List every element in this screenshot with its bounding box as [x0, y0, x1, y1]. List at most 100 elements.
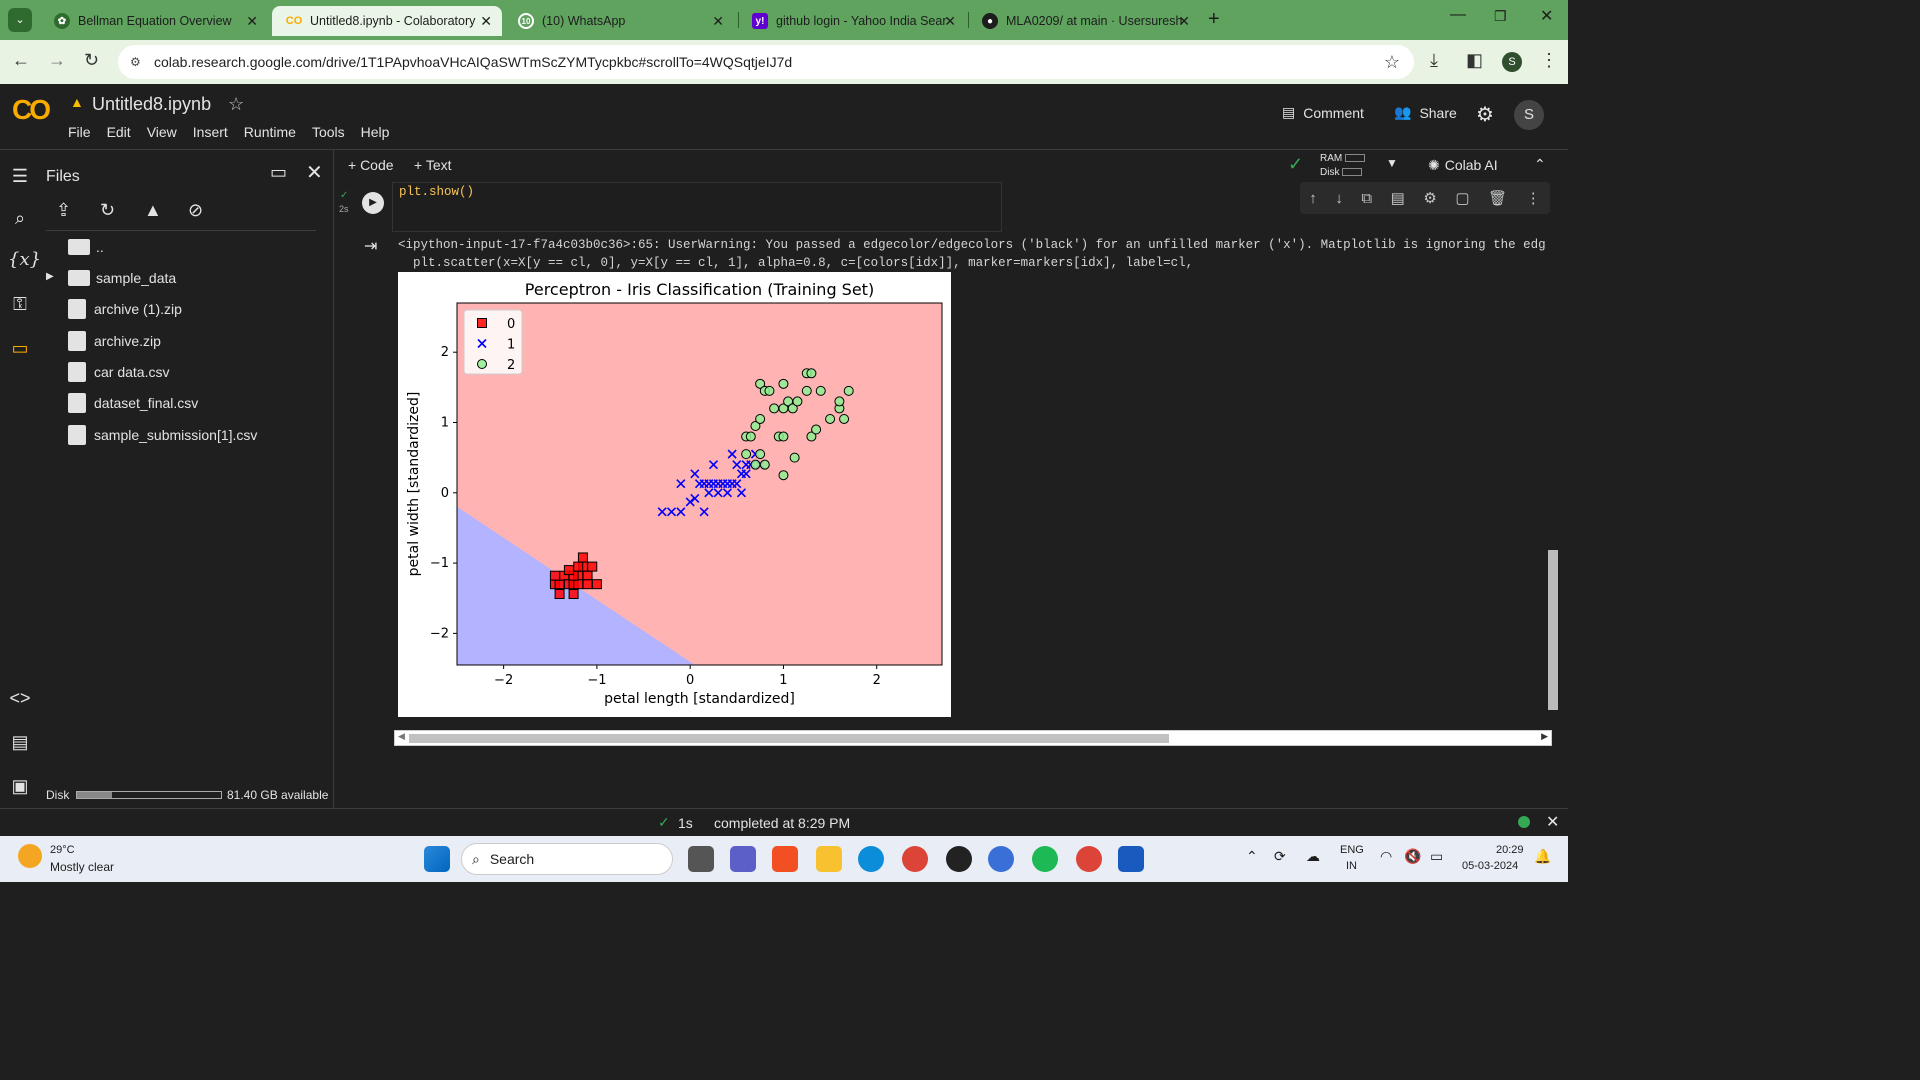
- scrollbar-thumb[interactable]: [409, 734, 1169, 743]
- refresh-icon[interactable]: ↻: [100, 200, 116, 220]
- forward-icon[interactable]: →: [48, 50, 66, 70]
- expand-arrow-icon[interactable]: ▶: [46, 271, 54, 282]
- url-bar[interactable]: ⚙ colab.research.google.com/drive/1T1PAp…: [118, 45, 1414, 79]
- battery-icon[interactable]: ▭: [1430, 848, 1444, 864]
- hide-files-icon[interactable]: ⊘: [188, 200, 204, 220]
- comment-cell-icon[interactable]: ▤: [1390, 190, 1405, 207]
- clock-date[interactable]: 05-03-2024: [1462, 860, 1519, 872]
- terminal-icon[interactable]: ▣: [11, 776, 29, 796]
- more-options-icon[interactable]: ⋮: [1525, 190, 1541, 207]
- minimize-button[interactable]: —: [1450, 6, 1466, 23]
- taskbar-search-box[interactable]: ⌕ Search: [461, 843, 673, 875]
- close-tab-icon[interactable]: ✕: [246, 12, 258, 29]
- upload-file-icon[interactable]: ⇪: [56, 200, 72, 220]
- run-cell-button[interactable]: ▶: [362, 192, 384, 214]
- add-code-button[interactable]: + Code: [348, 157, 394, 173]
- menu-file[interactable]: File: [68, 124, 91, 140]
- back-icon[interactable]: ←: [12, 50, 30, 70]
- tab-yahoo[interactable]: y! github login - Yahoo India Sear ✕: [738, 6, 966, 36]
- runtime-dropdown-icon[interactable]: ▼: [1386, 156, 1398, 170]
- chrome-active-icon[interactable]: [1076, 846, 1102, 872]
- vertical-scrollbar[interactable]: [1548, 550, 1558, 710]
- microsoft-store-icon[interactable]: [772, 846, 798, 872]
- close-tab-icon[interactable]: ✕: [944, 12, 956, 29]
- spotify-icon[interactable]: [1032, 846, 1058, 872]
- scroll-right-icon[interactable]: ▶: [1541, 731, 1548, 741]
- support-assist-icon[interactable]: [988, 846, 1014, 872]
- close-tab-icon[interactable]: ✕: [480, 12, 492, 29]
- lang-in[interactable]: IN: [1346, 860, 1357, 872]
- file-item[interactable]: car data.csv: [68, 361, 169, 383]
- weather-icon[interactable]: [18, 844, 42, 868]
- mirror-cell-icon[interactable]: ▢: [1455, 190, 1470, 207]
- restore-button[interactable]: ❐: [1494, 8, 1507, 24]
- menu-tools[interactable]: Tools: [311, 124, 345, 140]
- link-icon[interactable]: ⧉: [1361, 189, 1373, 207]
- file-item-parent[interactable]: ..: [68, 236, 104, 258]
- close-panel-icon[interactable]: ✕: [306, 162, 323, 184]
- clock-time[interactable]: 20:29: [1496, 844, 1524, 856]
- tab-github[interactable]: ● MLA0209/ at main · Usersuresh ✕: [968, 6, 1200, 36]
- move-down-icon[interactable]: ↓: [1335, 189, 1343, 207]
- onedrive-icon[interactable]: ☁: [1306, 848, 1320, 864]
- cell-settings-icon[interactable]: ⚙: [1423, 190, 1437, 207]
- file-item-sample-data[interactable]: sample_data: [68, 267, 176, 289]
- variables-icon[interactable]: {x}: [8, 249, 42, 270]
- add-text-button[interactable]: + Text: [414, 157, 452, 173]
- scroll-left-icon[interactable]: ◀: [398, 731, 405, 741]
- colab-ai-button[interactable]: ✺ Colab AI: [1428, 157, 1498, 174]
- code-snippets-icon[interactable]: <>: [9, 688, 31, 708]
- volume-muted-icon[interactable]: 🔇: [1404, 848, 1422, 864]
- star-icon[interactable]: ☆: [228, 94, 245, 114]
- notebook-title[interactable]: Untitled8.ipynb: [92, 94, 212, 114]
- search-icon[interactable]: ⌕: [14, 208, 26, 228]
- move-up-icon[interactable]: ↑: [1309, 189, 1317, 207]
- new-tab-button[interactable]: +: [1208, 8, 1220, 30]
- bookmark-star-icon[interactable]: ☆: [1383, 51, 1400, 72]
- lang-eng[interactable]: ENG: [1340, 844, 1364, 856]
- menu-view[interactable]: View: [146, 124, 177, 140]
- user-avatar[interactable]: S: [1514, 100, 1544, 130]
- menu-help[interactable]: Help: [360, 124, 390, 140]
- side-panel-icon[interactable]: ◧: [1466, 50, 1484, 70]
- reload-icon[interactable]: ↻: [84, 50, 100, 70]
- edge-icon[interactable]: [858, 846, 884, 872]
- menu-insert[interactable]: Insert: [192, 124, 228, 140]
- open-in-tab-icon[interactable]: ▭: [270, 162, 288, 182]
- chrome-icon[interactable]: [902, 846, 928, 872]
- output-action-icon[interactable]: ⇥: [364, 238, 378, 255]
- tab-colab[interactable]: CO Untitled8.ipynb - Colaboratory ✕: [272, 6, 502, 36]
- menu-edit[interactable]: Edit: [106, 124, 131, 140]
- tab-bellman[interactable]: ✿ Bellman Equation Overview ✕: [40, 6, 268, 36]
- wifi-icon[interactable]: ◠: [1380, 848, 1393, 864]
- delete-icon[interactable]: 🗑: [1488, 190, 1508, 207]
- colab-logo[interactable]: CO: [12, 94, 51, 125]
- tab-list-dropdown-icon[interactable]: ⌄: [8, 8, 32, 32]
- collapse-header-icon[interactable]: ⌃: [1534, 156, 1546, 172]
- ram-disk-indicator[interactable]: RAM Disk: [1320, 152, 1366, 180]
- profile-avatar[interactable]: S: [1502, 52, 1522, 72]
- close-window-button[interactable]: ✕: [1540, 8, 1554, 25]
- file-item[interactable]: archive.zip: [68, 330, 161, 352]
- file-item[interactable]: archive (1).zip: [68, 298, 182, 320]
- file-explorer-icon[interactable]: [816, 846, 842, 872]
- close-tab-icon[interactable]: ✕: [1178, 12, 1190, 29]
- task-view-icon[interactable]: [688, 846, 714, 872]
- start-windows-icon[interactable]: [424, 846, 450, 872]
- command-palette-icon[interactable]: ▤: [11, 732, 29, 752]
- table-of-contents-icon[interactable]: ☰: [11, 166, 29, 186]
- settings-gear-icon[interactable]: ⚙: [1476, 104, 1494, 126]
- word-icon[interactable]: [1118, 846, 1144, 872]
- file-item[interactable]: sample_submission[1].csv: [68, 424, 257, 446]
- tray-chevron-icon[interactable]: ⌃: [1246, 848, 1258, 864]
- files-folder-icon[interactable]: ▭: [11, 338, 29, 358]
- menu-runtime[interactable]: Runtime: [243, 124, 296, 140]
- share-button[interactable]: 👥 Share: [1394, 104, 1457, 121]
- horizontal-scrollbar[interactable]: ◀ ▶: [394, 730, 1552, 746]
- sync-icon[interactable]: ⟳: [1274, 848, 1286, 864]
- mount-drive-icon[interactable]: ▲: [144, 200, 162, 220]
- dell-icon[interactable]: [946, 846, 972, 872]
- browser-menu-icon[interactable]: ⋮: [1540, 50, 1558, 70]
- secrets-key-icon[interactable]: ⚿: [13, 294, 27, 314]
- close-status-icon[interactable]: ✕: [1546, 814, 1560, 831]
